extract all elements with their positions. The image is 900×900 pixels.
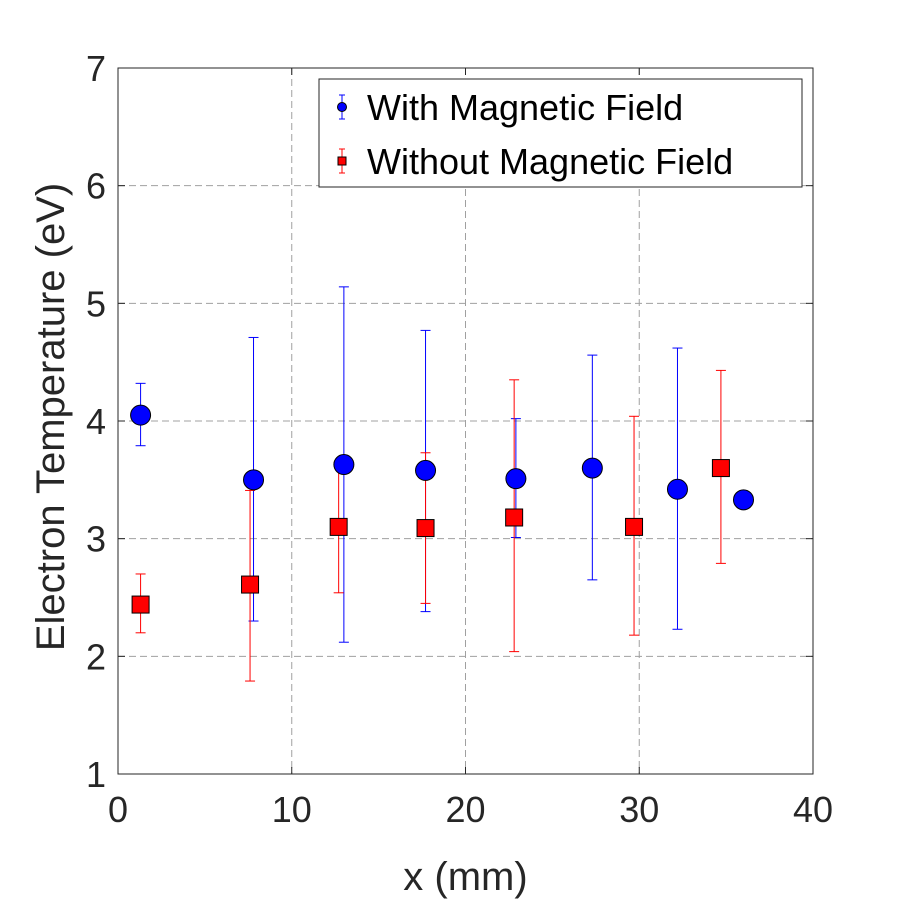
- without-field-point: [416, 519, 435, 538]
- axis-ticks: [117, 67, 814, 775]
- y-tick-label: 6: [86, 166, 106, 207]
- with-field-point: [581, 457, 603, 479]
- without-field-point: [711, 459, 730, 478]
- y-tick-label: 3: [86, 519, 106, 560]
- y-tick-label: 2: [86, 636, 106, 677]
- x-axis-label: x (mm): [403, 855, 527, 899]
- y-tick-label: 1: [86, 754, 106, 795]
- without-field-point: [131, 595, 150, 614]
- y-tick-label: 4: [86, 401, 106, 442]
- legend: With Magnetic Field Without Magnetic Fiel…: [318, 78, 803, 188]
- with-field-point: [415, 459, 437, 481]
- legend-label: Without Magnetic Field: [367, 141, 733, 182]
- x-tick-label: 0: [108, 789, 128, 830]
- with-field-point: [733, 489, 754, 511]
- y-axis-label: Electron Temperature (eV): [29, 183, 73, 651]
- x-tick-label: 20: [445, 789, 485, 830]
- with-field-point: [130, 404, 152, 426]
- with-field-point: [505, 468, 527, 490]
- without-field-point: [329, 517, 348, 536]
- legend-label: With Magnetic Field: [367, 87, 683, 128]
- without-field-point: [241, 575, 260, 594]
- legend-box: [318, 78, 803, 188]
- error-bars: [135, 286, 726, 682]
- with-field-point: [333, 454, 355, 476]
- legend-marker: [337, 156, 347, 166]
- legend-with-field: With Magnetic Field: [337, 87, 683, 128]
- with-field-point: [666, 478, 688, 500]
- x-tick-label: 40: [793, 789, 833, 830]
- without-field-point: [505, 508, 524, 527]
- x-tick-label: 30: [619, 789, 659, 830]
- y-tick-label: 5: [86, 283, 106, 324]
- y-tick-label: 7: [86, 48, 106, 89]
- without-field-point: [625, 517, 644, 536]
- legend-without-field: Without Magnetic Field: [337, 141, 733, 182]
- with-field-point: [243, 469, 265, 491]
- tick-labels: 0 10 20 30 40 1 2 3 4 5 6 7: [86, 48, 833, 830]
- data-markers: [130, 404, 754, 614]
- legend-marker: [337, 102, 347, 112]
- x-tick-label: 10: [272, 789, 312, 830]
